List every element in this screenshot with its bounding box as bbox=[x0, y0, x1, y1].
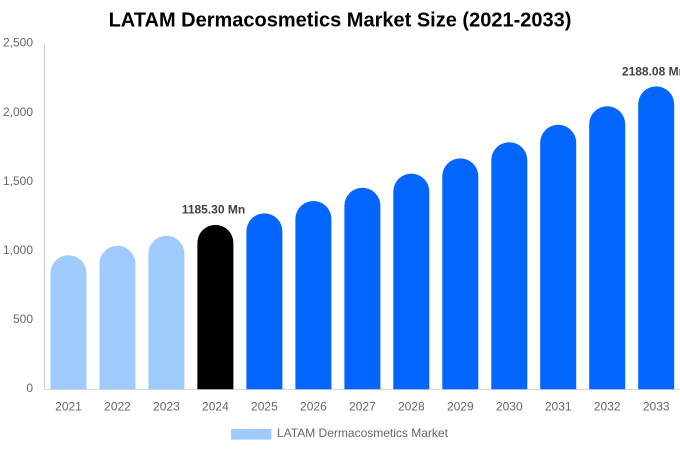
svg-text:500: 500 bbox=[13, 312, 33, 326]
svg-text:2031: 2031 bbox=[545, 399, 572, 413]
svg-text:LATAM Dermacosmetics Market Si: LATAM Dermacosmetics Market Size (2021-2… bbox=[109, 10, 572, 32]
svg-text:2021: 2021 bbox=[55, 399, 82, 413]
svg-text:LATAM Dermacosmetics Market: LATAM Dermacosmetics Market bbox=[277, 426, 449, 440]
svg-text:2024: 2024 bbox=[202, 399, 229, 413]
svg-text:2032: 2032 bbox=[594, 399, 621, 413]
svg-text:2023: 2023 bbox=[153, 399, 180, 413]
svg-text:2,500: 2,500 bbox=[3, 36, 33, 50]
svg-text:2,000: 2,000 bbox=[3, 105, 33, 119]
svg-text:2026: 2026 bbox=[300, 399, 327, 413]
svg-text:2030: 2030 bbox=[496, 399, 523, 413]
svg-text:1185.30 Mn: 1185.30 Mn bbox=[182, 203, 245, 217]
svg-text:1,000: 1,000 bbox=[3, 243, 33, 257]
svg-text:2028: 2028 bbox=[398, 399, 425, 413]
svg-text:2027: 2027 bbox=[349, 399, 376, 413]
svg-text:0: 0 bbox=[26, 381, 33, 395]
svg-text:2025: 2025 bbox=[251, 399, 278, 413]
svg-text:1,500: 1,500 bbox=[3, 174, 33, 188]
svg-text:2188.08 Mn: 2188.08 Mn bbox=[622, 65, 680, 79]
svg-text:2029: 2029 bbox=[447, 399, 474, 413]
svg-text:2033: 2033 bbox=[643, 399, 670, 413]
svg-text:2022: 2022 bbox=[104, 399, 131, 413]
